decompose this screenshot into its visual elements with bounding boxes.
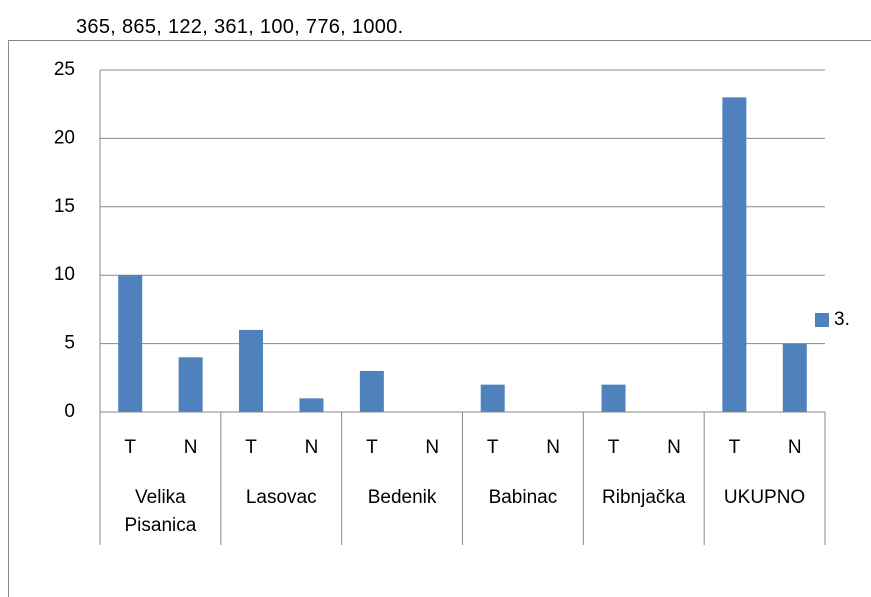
y-tick-label: 10 <box>54 264 75 285</box>
bar <box>118 275 143 412</box>
x-tick-label: T <box>608 437 620 458</box>
bar <box>722 97 747 413</box>
x-tick-label: N <box>425 437 439 458</box>
bar <box>782 343 807 412</box>
header-text: 365, 865, 122, 361, 100, 776, 1000. <box>76 16 404 38</box>
group-label: Velika Pisanica <box>124 487 197 536</box>
x-tick-label: N <box>184 437 198 458</box>
x-tick-label: N <box>305 437 319 458</box>
group-label: UKUPNO <box>723 487 806 508</box>
legend-swatch <box>815 313 829 327</box>
y-tick-label: 25 <box>54 59 75 80</box>
x-tick-label: N <box>667 437 681 458</box>
x-tick-label: T <box>366 437 378 458</box>
x-tick-label: N <box>546 437 560 458</box>
y-tick-label: 15 <box>54 196 75 217</box>
group-label: Bedenik <box>367 487 437 508</box>
chart-frame <box>8 40 871 597</box>
bar <box>601 384 626 412</box>
group-label: Lasovac <box>245 487 317 508</box>
x-tick-label: T <box>487 437 499 458</box>
y-tick-label: 20 <box>54 127 75 148</box>
bar <box>299 398 324 412</box>
group-label: Ribnjačka <box>602 487 686 508</box>
bar <box>178 357 203 412</box>
bar <box>480 384 505 412</box>
x-tick-label: N <box>788 437 802 458</box>
bar <box>239 329 264 412</box>
y-tick-label: 5 <box>64 333 75 354</box>
y-tick-label: 0 <box>64 401 75 422</box>
x-tick-label: T <box>124 437 136 458</box>
x-tick-label: T <box>245 437 257 458</box>
legend-label: 3. <box>834 309 850 330</box>
bar <box>359 370 384 412</box>
x-tick-label: T <box>729 437 741 458</box>
group-label: Babinac <box>488 487 558 508</box>
